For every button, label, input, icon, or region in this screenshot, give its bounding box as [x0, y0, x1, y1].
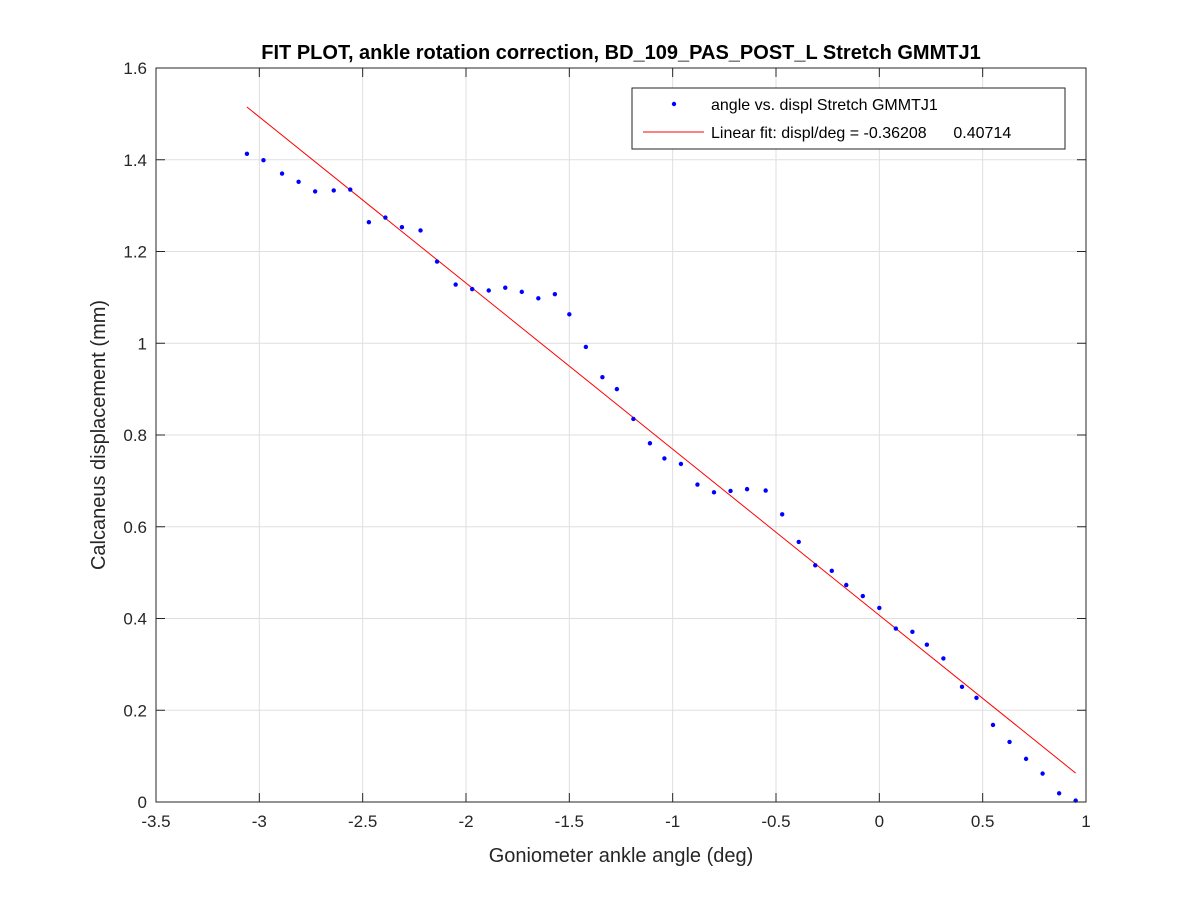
data-point [418, 228, 423, 233]
x-tick-label: -0.5 [761, 812, 790, 831]
data-point [536, 296, 541, 301]
x-tick-labels: -3.5 -3 -2.5 -2 -1.5 -1 -0.5 0 0.5 1 [141, 812, 1090, 831]
x-tick-label: -1.5 [555, 812, 584, 831]
y-tick-label: 0 [138, 793, 147, 812]
data-point [780, 512, 785, 517]
y-axis-label: Calcaneus displacement (mm) [88, 300, 110, 570]
data-point [829, 568, 834, 573]
data-point [796, 539, 801, 545]
x-tick-label: -1 [665, 812, 680, 831]
data-point [631, 416, 636, 422]
data-point [1007, 739, 1012, 745]
legend-label-points: angle vs. displ Stretch GMMTJ1 [711, 97, 938, 114]
data-point [383, 215, 388, 220]
data-point [990, 722, 996, 728]
y-tick-label: 1.2 [123, 243, 147, 262]
x-tick-label: -2 [458, 812, 473, 831]
data-point [1040, 771, 1045, 776]
data-point [600, 374, 605, 380]
grid-lines [156, 68, 1086, 802]
data-point [366, 219, 372, 225]
data-point [486, 288, 491, 293]
chart-title: FIT PLOT, ankle rotation correction, BD_… [261, 42, 980, 64]
data-point [503, 285, 508, 290]
data-point [331, 188, 336, 193]
data-point [877, 605, 882, 611]
data-point [519, 289, 524, 295]
data-point [763, 488, 768, 493]
data-point [860, 593, 865, 599]
data-point [567, 312, 572, 317]
y-tick-label: 0.2 [123, 701, 147, 720]
data-point [728, 488, 733, 494]
data-point [296, 179, 301, 184]
data-point [1023, 756, 1029, 762]
data-point [279, 171, 285, 176]
data-point [348, 187, 353, 192]
legend-box [631, 87, 1066, 150]
data-point [614, 386, 620, 392]
x-tick-label: -3.5 [141, 812, 170, 831]
y-tick-label: 0.8 [123, 426, 147, 445]
data-point [552, 291, 558, 297]
data-point [399, 224, 405, 230]
x-tick-label: 0.5 [971, 812, 995, 831]
x-tick-label: 1 [1081, 812, 1090, 831]
data-point [844, 582, 849, 588]
data-point [453, 282, 458, 287]
data-point [244, 151, 250, 156]
data-point [813, 563, 818, 568]
x-axis-label: Goniometer ankle angle (deg) [489, 845, 754, 867]
y-tick-label: 1 [138, 334, 147, 353]
data-point [974, 695, 979, 701]
data-point [647, 441, 653, 446]
data-point [910, 629, 915, 635]
y-tick-labels: 0 0.2 0.4 0.6 0.8 1 1.2 1.4 1.6 [123, 59, 147, 812]
data-point [312, 189, 318, 194]
data-point [744, 486, 750, 492]
data-point [893, 626, 899, 631]
data-point [1056, 791, 1062, 796]
data-point [583, 344, 589, 350]
x-tick-label: -2.5 [348, 812, 377, 831]
y-tick-label: 1.6 [123, 59, 147, 78]
data-point [434, 259, 440, 264]
data-point [941, 656, 946, 661]
data-point [261, 158, 266, 163]
data-point [711, 490, 717, 495]
legend-label-fit: Linear fit: displ/deg = -0.36208 0.40714 [711, 125, 1011, 142]
data-point [959, 684, 965, 690]
axis-ticks [155, 67, 1087, 803]
data-point [924, 642, 930, 647]
data-point [678, 461, 684, 467]
data-point [662, 456, 667, 461]
y-tick-label: 1.4 [123, 151, 147, 170]
x-tick-label: 0 [875, 812, 884, 831]
legend: angle vs. displ Stretch GMMTJ1 Linear fi… [631, 87, 1066, 150]
data-point [695, 482, 700, 487]
legend-marker-points [671, 101, 677, 107]
data-point [470, 286, 475, 292]
x-tick-label: -3 [252, 812, 267, 831]
y-tick-label: 0.6 [123, 518, 147, 537]
data-points-group [244, 151, 1078, 803]
y-tick-label: 0.4 [123, 610, 147, 629]
